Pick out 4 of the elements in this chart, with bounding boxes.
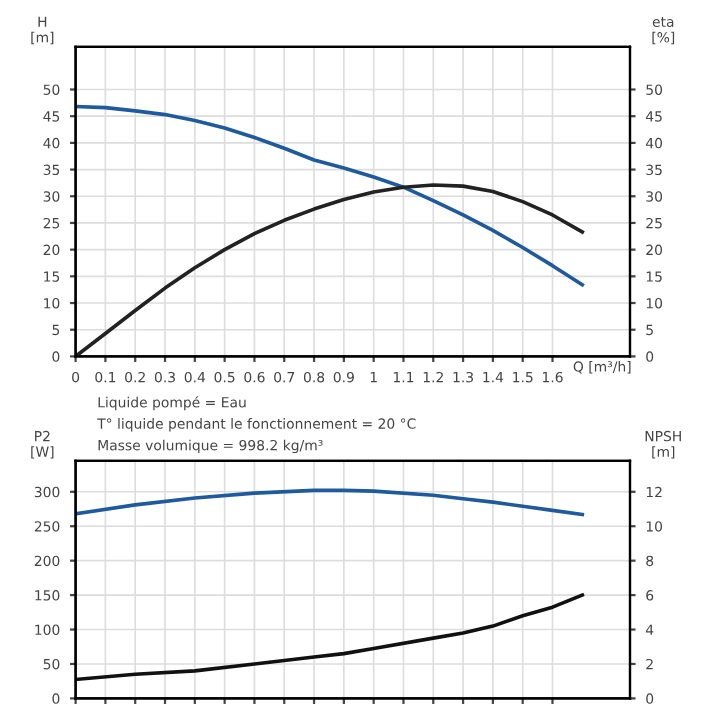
line-series — [75, 183, 585, 357]
line-series — [75, 593, 585, 682]
line-series — [75, 104, 585, 287]
line-series — [75, 488, 585, 517]
